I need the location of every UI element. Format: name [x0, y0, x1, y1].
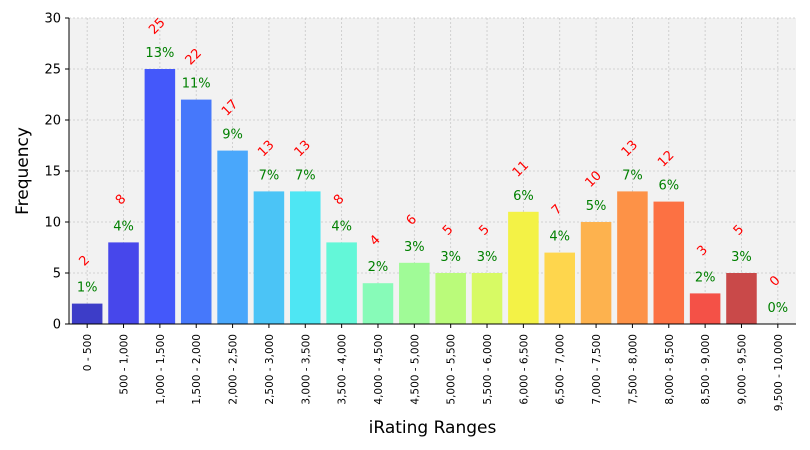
bars — [71, 69, 757, 324]
x-tick-label: 0 - 500 — [82, 334, 94, 371]
bar — [71, 303, 103, 324]
percent-label: 4% — [331, 219, 352, 234]
y-tick-labels: 0 5 10 15 20 25 30 — [44, 12, 61, 333]
percent-label: 5% — [586, 199, 607, 214]
percent-label: 1% — [77, 281, 98, 296]
y-tick-label: 20 — [44, 114, 61, 129]
bar — [653, 201, 685, 324]
y-tick-label: 10 — [44, 216, 61, 231]
x-tick-label: 3,000 - 3,500 — [300, 334, 312, 405]
percent-label: 6% — [513, 189, 534, 204]
x-tick-label: 4,500 - 5,000 — [409, 334, 421, 405]
x-tick-label: 9,000 - 9,500 — [736, 334, 748, 405]
x-tick-label: 2,000 - 2,500 — [228, 334, 240, 405]
y-tick-label: 5 — [53, 267, 61, 282]
bar — [544, 252, 575, 324]
bar — [253, 191, 285, 324]
bar — [362, 283, 394, 324]
bar — [617, 191, 648, 324]
percent-label: 13% — [145, 46, 174, 61]
bar — [435, 273, 466, 324]
bar — [471, 273, 503, 324]
x-tick-label: 9,500 - 10,000 — [773, 334, 785, 411]
percent-label: 6% — [658, 179, 679, 194]
x-axis-title: iRating Ranges — [369, 418, 497, 438]
bar — [108, 242, 139, 324]
x-tick-label: 3,500 - 4,000 — [337, 334, 349, 405]
percent-label: 4% — [113, 219, 134, 234]
x-tick-labels: 0 - 500 500 - 1,000 1,000 - 1,500 1,500 - 2… — [82, 334, 785, 411]
bar — [217, 150, 248, 324]
bar — [144, 69, 176, 324]
bar — [689, 293, 721, 324]
x-tick-label: 6,000 - 6,500 — [518, 334, 530, 405]
x-tick-label: 1,500 - 2,000 — [191, 334, 203, 405]
percent-label: 7% — [622, 168, 643, 183]
x-tick-label: 6,500 - 7,000 — [555, 334, 567, 405]
y-tick-label: 0 — [53, 318, 61, 333]
percent-label: 0% — [768, 301, 789, 316]
x-tick-label: 2,500 - 3,000 — [264, 334, 276, 405]
percent-label: 3% — [477, 250, 498, 265]
axes — [65, 17, 796, 328]
percent-label: 4% — [549, 230, 570, 245]
y-tick-label: 25 — [44, 63, 61, 78]
bar — [290, 191, 321, 324]
percent-label: 2% — [368, 260, 389, 275]
x-tick-label: 4,000 - 4,500 — [373, 334, 385, 405]
x-tick-label: 7,000 - 7,500 — [591, 334, 603, 405]
x-tick-label: 8,000 - 8,500 — [664, 334, 676, 405]
bar — [180, 99, 212, 324]
bar — [726, 273, 757, 324]
percent-label: 9% — [222, 128, 243, 143]
percent-label: 11% — [182, 77, 211, 92]
percent-labels: 1% 4% 13% 11% 9% 7% 7% 4% 2% 3% 3% 3% 6% 4% 5% 7% 6% 2% 3%… — [77, 46, 788, 316]
percent-label: 2% — [695, 270, 716, 285]
x-tick-label: 8,500 - 9,000 — [700, 334, 712, 405]
percent-label: 3% — [440, 250, 461, 265]
y-axis-title: Frequency — [13, 127, 33, 215]
x-tick-label: 1,000 - 1,500 — [155, 334, 167, 405]
y-tick-label: 15 — [44, 165, 61, 180]
percent-label: 7% — [295, 168, 316, 183]
bar — [399, 262, 430, 324]
x-tick-label: 5,000 - 5,500 — [446, 334, 458, 405]
percent-label: 3% — [731, 250, 752, 265]
x-tick-label: 7,500 - 8,000 — [627, 334, 639, 405]
percent-label: 3% — [404, 240, 425, 255]
x-tick-label: 500 - 1,000 — [119, 334, 131, 395]
x-tick-label: 5,500 - 6,000 — [482, 334, 494, 405]
bar — [580, 222, 612, 324]
bar — [508, 211, 539, 324]
percent-label: 7% — [259, 168, 280, 183]
bar — [326, 242, 357, 324]
y-tick-label: 30 — [44, 12, 61, 27]
